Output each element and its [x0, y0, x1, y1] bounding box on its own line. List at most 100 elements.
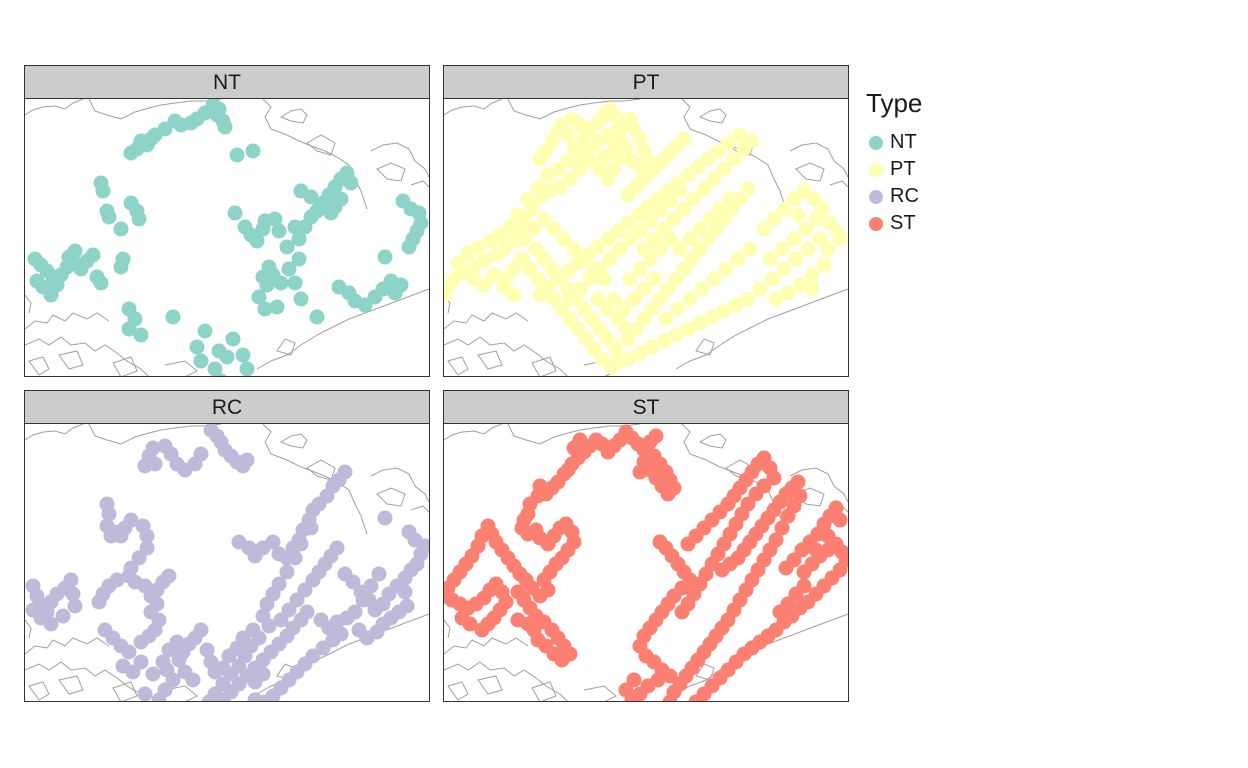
map-point: [261, 618, 277, 634]
map-point: [822, 215, 838, 231]
map-point: [137, 458, 153, 474]
coastline-segment: [376, 487, 406, 507]
map-point: [594, 351, 610, 367]
facet-map[interactable]: [443, 424, 849, 702]
coastline-segment: [28, 356, 50, 376]
legend-label: NT: [890, 131, 917, 153]
coastline-segment: [507, 99, 641, 120]
legend: Type NT PT RC ST: [866, 88, 986, 237]
map-point: [131, 550, 147, 566]
map-point: [123, 145, 139, 161]
map-point: [672, 183, 688, 199]
coastline-segment: [789, 142, 848, 178]
map-point: [740, 181, 756, 197]
map-point: [550, 161, 566, 177]
map-point: [636, 311, 652, 327]
map-point: [620, 351, 636, 367]
map-point: [682, 231, 698, 247]
map-point: [590, 291, 606, 307]
map-point: [596, 149, 612, 165]
map-point: [632, 223, 648, 239]
map-point: [674, 604, 690, 620]
map-point: [656, 333, 672, 349]
map-point: [752, 281, 768, 297]
map-point: [265, 534, 281, 550]
map-point: [680, 167, 696, 183]
map-point: [536, 251, 552, 267]
map-point: [820, 528, 836, 544]
point-layer: [444, 101, 848, 375]
map-point: [113, 259, 129, 275]
coastline-segment: [58, 350, 84, 370]
map-point: [786, 552, 802, 568]
map-point: [766, 211, 782, 227]
map-point: [217, 119, 233, 135]
map-point: [562, 171, 578, 187]
map-point: [790, 474, 806, 490]
facet-map[interactable]: [24, 99, 430, 377]
map-point: [626, 291, 642, 307]
facet-panel-st: ST: [443, 390, 849, 702]
facet-map[interactable]: [24, 424, 430, 702]
coastline-segment: [28, 681, 50, 701]
map-point: [155, 654, 171, 670]
map-point: [808, 542, 824, 558]
facet-panel-rc: RC: [24, 390, 430, 702]
facet-strip-title: PT: [443, 65, 849, 99]
map-canvas[interactable]: [25, 424, 429, 702]
map-canvas[interactable]: [444, 99, 848, 377]
map-point: [612, 149, 628, 165]
map-point: [704, 309, 720, 325]
coastline-segment: [25, 661, 149, 701]
coastline-segment: [795, 487, 825, 507]
map-point: [650, 191, 666, 207]
map-point: [786, 231, 802, 247]
map-point: [63, 572, 79, 588]
map-point: [323, 205, 339, 221]
legend-key-circle: [869, 135, 883, 150]
coastline-segment: [795, 162, 825, 182]
coastline-segment: [444, 637, 529, 655]
coastline-segment: [370, 467, 429, 503]
map-point: [762, 251, 778, 267]
facet-map[interactable]: [443, 99, 849, 377]
coastline-segment: [25, 312, 110, 330]
map-point: [740, 291, 756, 307]
coastline-segment: [279, 433, 308, 449]
map-point: [772, 604, 788, 620]
map-point: [632, 131, 648, 147]
map-point: [371, 566, 387, 582]
map-point: [165, 309, 181, 325]
map-point: [520, 191, 536, 207]
map-point: [227, 205, 243, 221]
coastline-segment: [531, 681, 557, 701]
facet-strip-title: ST: [443, 390, 849, 424]
map-point: [820, 241, 836, 257]
coastline-segment: [164, 685, 198, 701]
map-point: [622, 231, 638, 247]
map-point: [620, 215, 636, 231]
map-point: [644, 301, 660, 317]
legend-item-nt: NT: [866, 129, 986, 156]
map-point: [800, 241, 816, 257]
map-point: [516, 231, 532, 247]
map-point: [672, 241, 688, 257]
map-point: [145, 666, 161, 682]
map-point: [600, 171, 616, 187]
map-point: [530, 271, 546, 287]
map-point: [25, 602, 41, 618]
map-point: [566, 241, 582, 257]
map-canvas[interactable]: [444, 424, 848, 702]
map-canvas[interactable]: [25, 99, 429, 377]
coastline-segment: [695, 663, 715, 681]
map-point: [642, 251, 658, 267]
map-point: [313, 197, 329, 213]
map-point: [570, 321, 586, 337]
coastline-segment: [698, 433, 727, 449]
map-point: [169, 634, 185, 650]
map-point: [293, 291, 309, 307]
map-point: [343, 175, 359, 191]
coastline-segment: [306, 134, 336, 156]
map-point: [812, 231, 828, 247]
coastline-segment: [447, 681, 469, 701]
